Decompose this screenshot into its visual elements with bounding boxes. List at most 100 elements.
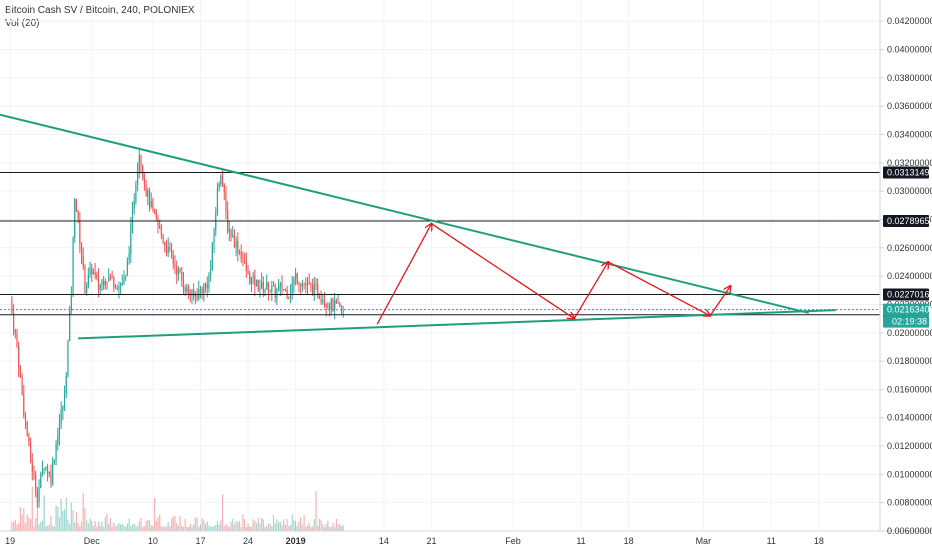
candle-body (154, 208, 156, 212)
candle-body (211, 243, 213, 270)
volume-bar (60, 498, 62, 531)
volume-bar (164, 526, 166, 531)
volume-bar (305, 526, 307, 531)
candle-body (164, 242, 166, 246)
volume-bar (266, 525, 268, 531)
candle-body (223, 184, 225, 193)
volume-bar (264, 526, 266, 531)
candle-body (145, 184, 147, 197)
volume-bar (101, 521, 103, 531)
y-tick-label: 0.04200000 (887, 16, 932, 26)
candle-body (11, 301, 13, 314)
candle-body (182, 280, 185, 288)
candle-body (262, 282, 264, 292)
candle-body (204, 284, 207, 286)
candle-body (259, 288, 261, 291)
candle-body (165, 245, 168, 253)
candle-body (283, 289, 285, 291)
volume-bar (261, 518, 263, 531)
candle-body (242, 259, 244, 261)
y-tick-label: 0.03400000 (887, 130, 932, 140)
x-tick-label: 11 (767, 536, 776, 546)
volume-bar (296, 526, 298, 531)
volume-bar (33, 526, 35, 531)
projection-arrow (573, 262, 608, 319)
candle-body (72, 237, 74, 294)
candle-body (288, 297, 290, 299)
candle-body (254, 275, 256, 287)
candle-body (289, 292, 292, 299)
candle-body (167, 247, 169, 253)
chart-header: Bitcoin Cash SV / Bitcoin, 240, POLONIEX… (5, 4, 195, 30)
volume-bar (167, 522, 169, 531)
volume-bar (80, 521, 83, 531)
candle-body (50, 472, 52, 484)
candle-body (238, 251, 241, 253)
x-tick-label: 21 (426, 536, 436, 546)
candle-body (29, 442, 32, 461)
x-tick-label: 10 (148, 536, 158, 546)
candle-body (99, 285, 101, 290)
candle-body (138, 154, 140, 172)
candle-body (60, 410, 62, 424)
volume-bar (69, 523, 71, 531)
y-tick-label: 0.04000000 (887, 45, 932, 55)
volume-bar (181, 525, 183, 531)
volume-bar (62, 510, 64, 531)
candle-body (148, 190, 151, 207)
volume-bar (204, 523, 207, 531)
volume-bar (154, 497, 156, 531)
volume-bar (320, 519, 322, 531)
symbol-title: Bitcoin Cash SV / Bitcoin, 240, POLONIEX (5, 5, 195, 16)
last-price-badge: 0.02163409 (887, 305, 932, 315)
volume-bar (257, 517, 259, 531)
volume-bar (308, 522, 310, 531)
volume-bar (179, 516, 181, 531)
volume-bar (165, 526, 168, 531)
volume-bar (237, 522, 239, 531)
volume-bar (177, 525, 179, 531)
volume-bar (116, 524, 118, 531)
y-tick-label: 0.03200000 (887, 158, 932, 168)
candle-body (36, 490, 38, 502)
volume-bar (279, 522, 281, 531)
volume-bar (250, 526, 253, 531)
volume-bar (114, 526, 117, 531)
candle-body (126, 260, 129, 276)
volume-bar (288, 526, 290, 531)
candle-body (210, 269, 212, 275)
candle-body (235, 241, 237, 247)
volume-bar (342, 525, 344, 531)
projection-arrow (709, 286, 730, 317)
candle-body (70, 293, 72, 311)
candle-body (18, 346, 20, 368)
candle-body (133, 201, 135, 209)
volume-bar (41, 520, 44, 531)
x-tick-label: 18 (624, 536, 634, 546)
projection-arrows (376, 224, 730, 325)
y-tick-label: 0.00800000 (887, 498, 932, 508)
candle-body (43, 468, 45, 470)
candle-body (310, 283, 312, 286)
volume-indicator-label: Vol (20) (5, 18, 40, 29)
volume-bar (245, 526, 247, 531)
volume-bar (267, 523, 270, 531)
volume-bar (16, 524, 18, 531)
candle-body (244, 260, 246, 262)
volume-bar (208, 525, 210, 531)
candle-body (264, 289, 266, 292)
level-badge: 0.02789657 (887, 216, 932, 226)
volume-bar (328, 526, 331, 531)
candle-body (96, 275, 98, 278)
volume-bar (317, 525, 319, 531)
volume-bar (50, 515, 52, 531)
candle-body (281, 283, 283, 290)
candle-body (332, 299, 334, 311)
volume-bar (281, 525, 283, 531)
candle-body (255, 279, 258, 287)
candle-body (48, 472, 50, 474)
volume-bar (322, 524, 324, 531)
volume-bar (199, 524, 202, 531)
